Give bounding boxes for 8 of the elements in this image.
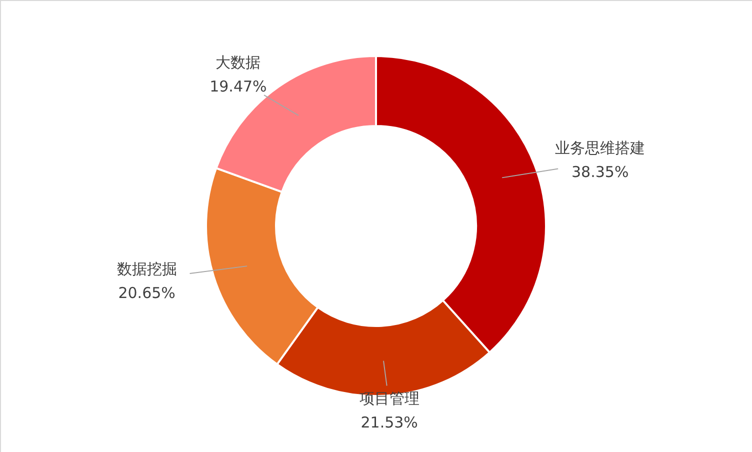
slice-label: 数据挖掘 (116, 260, 177, 278)
data-label: 21.53% (360, 414, 418, 432)
data-label: 19.47% (210, 78, 267, 96)
data-label: 38.35% (572, 162, 629, 181)
slice-label: 项目管理 (359, 390, 420, 408)
slice-label: 大数据 (216, 54, 261, 72)
data-label: 20.65% (118, 284, 176, 302)
slice-label: 业务思维搭建 (555, 138, 646, 157)
